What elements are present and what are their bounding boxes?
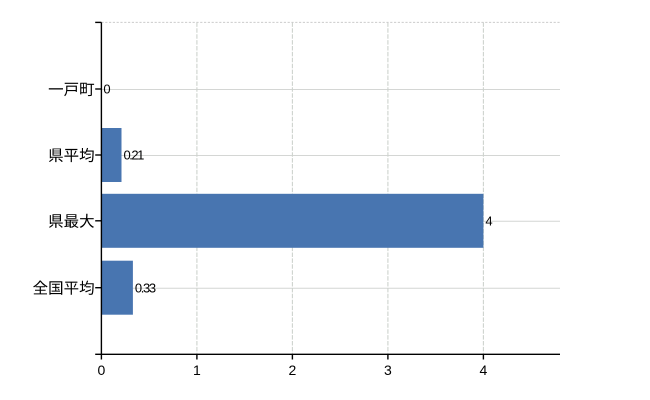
svg-text:2: 2 [289, 362, 297, 378]
svg-text:0: 0 [103, 82, 110, 97]
svg-text:3: 3 [384, 362, 392, 378]
svg-text:1: 1 [193, 362, 201, 378]
svg-text:0.21: 0.21 [124, 148, 145, 163]
svg-text:0: 0 [98, 362, 106, 378]
svg-text:0.33: 0.33 [135, 280, 156, 295]
svg-text:4: 4 [480, 362, 488, 378]
svg-text:4: 4 [485, 214, 492, 229]
